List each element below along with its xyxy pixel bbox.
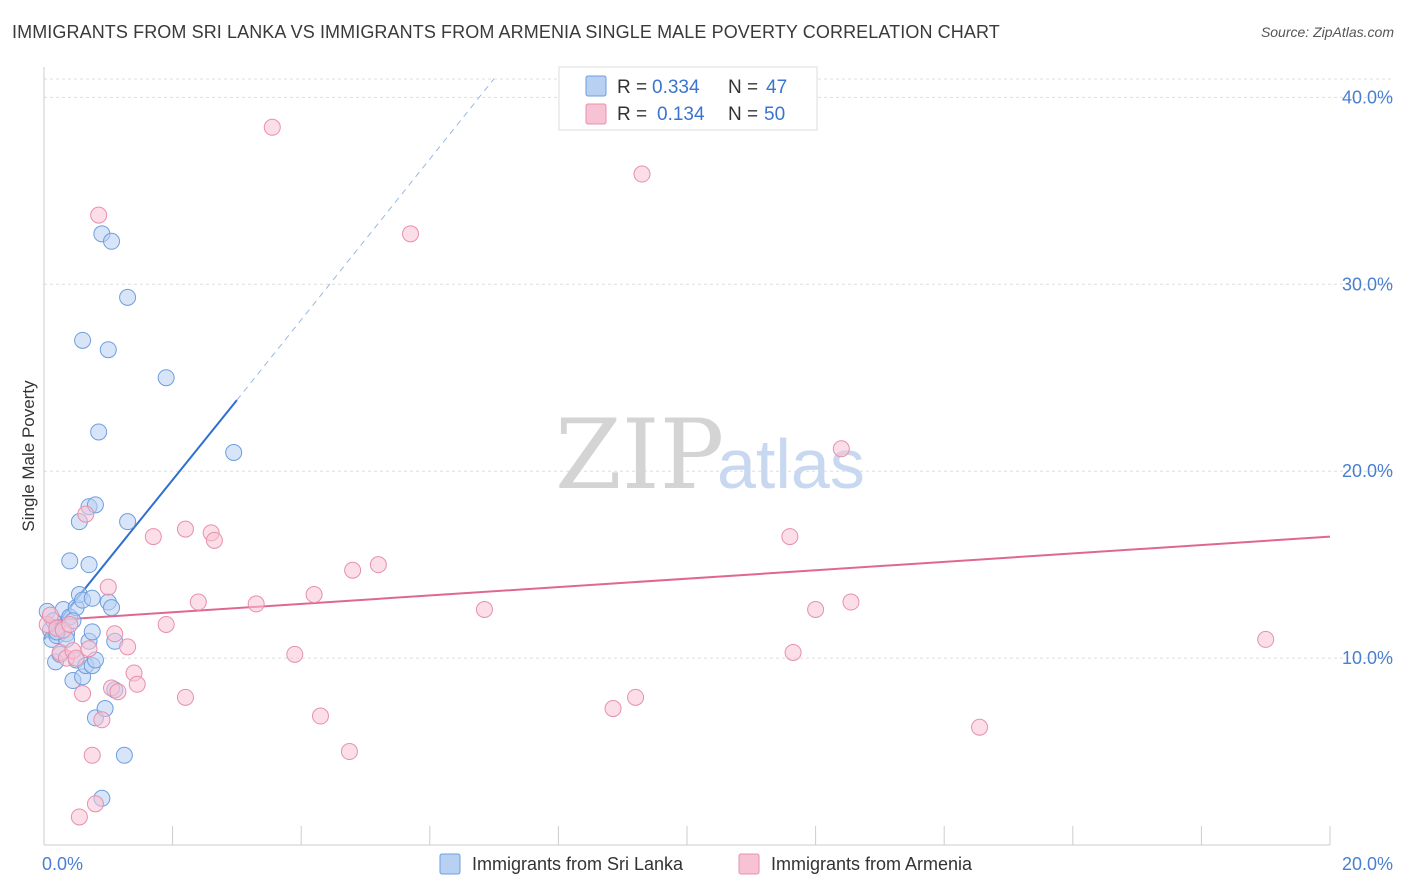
chart-title: IMMIGRANTS FROM SRI LANKA VS IMMIGRANTS … (12, 22, 1000, 42)
point-armenia (189, 593, 207, 611)
point-sri-lanka (83, 589, 101, 607)
point-armenia (205, 531, 223, 549)
x-tick-label: 20.0% (1342, 854, 1393, 874)
point-armenia (344, 561, 362, 579)
series-label-armenia: Immigrants from Armenia (771, 854, 973, 874)
legend-r-value-sri-lanka: 0.334 (652, 77, 700, 98)
point-armenia (633, 165, 651, 183)
point-armenia (842, 593, 860, 611)
point-armenia (106, 625, 124, 643)
point-armenia (77, 505, 95, 523)
point-armenia (144, 528, 162, 546)
trend-lines (43, 78, 1331, 641)
series-swatch-armenia (738, 853, 760, 875)
axes (43, 67, 1331, 846)
point-sri-lanka (80, 556, 98, 574)
point-armenia (475, 601, 493, 618)
point-armenia (340, 743, 358, 761)
point-sri-lanka (99, 341, 117, 359)
y-tick-label: 20.0% (1342, 461, 1393, 481)
legend-r-value-armenia: 0.134 (657, 104, 705, 125)
stats-legend: R = 0.334 N = 47 R = 0.134 N = 50 (558, 66, 818, 131)
legend-r-label: R = (617, 104, 647, 125)
point-armenia (627, 688, 645, 706)
point-armenia (311, 707, 329, 725)
point-armenia (93, 711, 111, 729)
point-sri-lanka (225, 444, 243, 461)
y-tick-label: 10.0% (1342, 648, 1393, 668)
point-sri-lanka (83, 623, 101, 641)
point-armenia (286, 645, 304, 663)
legend-n-label: N = (728, 104, 758, 125)
point-armenia (247, 595, 265, 613)
legend-swatch-armenia (585, 103, 607, 125)
point-armenia (80, 640, 98, 658)
point-sri-lanka (103, 232, 121, 250)
legend-r-label: R = (617, 77, 647, 98)
point-armenia (99, 578, 117, 596)
point-armenia (67, 649, 85, 667)
point-armenia (1257, 630, 1275, 648)
watermark: ZIP atlas (555, 399, 865, 511)
point-sri-lanka (90, 423, 108, 441)
trend-line-armenia (43, 535, 1331, 622)
point-armenia (119, 638, 137, 656)
point-sri-lanka (119, 288, 137, 306)
gridlines (44, 78, 1392, 659)
legend-n-value-sri-lanka: 47 (766, 77, 787, 98)
point-armenia (157, 615, 175, 633)
watermark-zip: ZIP (555, 399, 724, 511)
point-sri-lanka (103, 599, 121, 617)
point-sri-lanka (157, 369, 175, 387)
point-armenia (305, 586, 323, 604)
point-sri-lanka (61, 552, 79, 570)
point-armenia (781, 528, 799, 546)
point-armenia (70, 808, 88, 826)
series-swatch-sri-lanka (439, 853, 461, 875)
point-armenia (74, 685, 92, 703)
point-armenia (109, 683, 127, 701)
source-label: Source: ZipAtlas.com (1260, 24, 1394, 40)
point-armenia (807, 601, 825, 618)
point-armenia (61, 615, 79, 633)
point-armenia (83, 746, 101, 764)
point-armenia (128, 675, 146, 693)
point-sri-lanka (115, 746, 133, 764)
x-tick-label: 0.0% (42, 854, 83, 874)
data-points (38, 118, 1275, 826)
point-armenia (176, 520, 194, 538)
point-armenia (263, 118, 281, 136)
point-sri-lanka (74, 331, 92, 349)
point-armenia (604, 700, 622, 718)
legend-n-value-armenia: 50 (764, 104, 785, 125)
point-armenia (971, 718, 989, 736)
tick-labels: 10.0% 20.0% 30.0% 40.0% 0.0% 20.0% (42, 87, 1393, 874)
point-armenia (176, 688, 194, 706)
series-legend: Immigrants from Sri Lanka Immigrants fro… (439, 853, 973, 875)
point-armenia (90, 206, 108, 224)
y-tick-label: 40.0% (1342, 87, 1393, 107)
trend-line-sri-lanka-extension (236, 78, 495, 401)
watermark-atlas: atlas (717, 425, 865, 503)
legend-n-label: N = (728, 77, 758, 98)
point-armenia (784, 643, 802, 661)
point-armenia (369, 556, 387, 574)
point-armenia (832, 440, 850, 458)
legend-swatch-sri-lanka (585, 75, 607, 97)
series-label-sri-lanka: Immigrants from Sri Lanka (472, 854, 684, 874)
point-armenia (402, 225, 420, 243)
point-sri-lanka (119, 513, 137, 531)
y-tick-label: 30.0% (1342, 274, 1393, 294)
y-axis-label: Single Male Poverty (19, 380, 38, 532)
point-armenia (86, 795, 104, 813)
